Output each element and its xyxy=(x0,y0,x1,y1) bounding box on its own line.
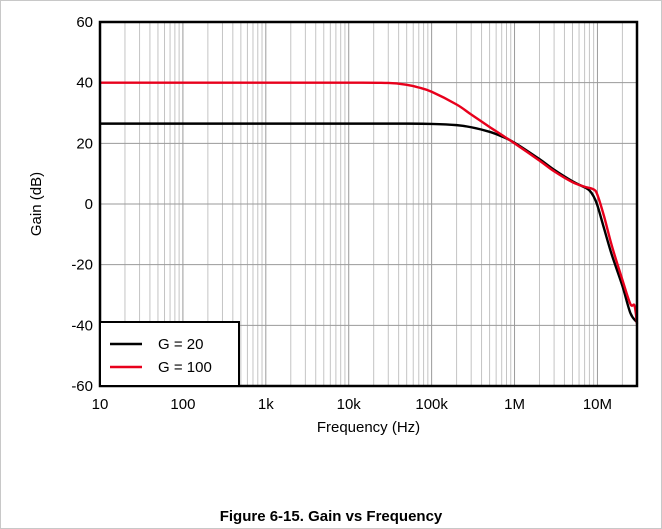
legend-label: G = 100 xyxy=(158,359,212,376)
x-axis-label: Frequency (Hz) xyxy=(317,419,420,436)
x-tick-label: 100k xyxy=(415,396,448,413)
x-tick-label: 10k xyxy=(337,396,362,413)
x-tick-labels: 10 100 1k 10k 100k 1M 10M xyxy=(92,396,612,413)
y-tick-label: 20 xyxy=(76,135,93,152)
y-tick-label: -60 xyxy=(71,378,93,395)
y-tick-label: 0 xyxy=(85,196,93,213)
series-line-g100 xyxy=(100,81,639,324)
y-tick-label: 40 xyxy=(76,75,93,92)
y-tick-label: 60 xyxy=(76,14,93,31)
y-tick-label: -20 xyxy=(71,257,93,274)
series-line-g20 xyxy=(99,122,638,324)
legend-label: G = 20 xyxy=(158,336,203,353)
y-tick-labels: -60 -40 -20 0 20 40 60 xyxy=(71,14,93,395)
plot-border xyxy=(98,20,639,388)
figure-caption: Figure 6-15. Gain vs Frequency xyxy=(219,508,443,525)
y-axis-label: Gain (dB) xyxy=(28,172,45,236)
x-tick-label: 1k xyxy=(258,396,274,413)
x-tick-label: 100 xyxy=(170,396,195,413)
x-tick-label: 10 xyxy=(92,396,109,413)
x-tick-label: 1M xyxy=(504,396,525,413)
x-tick-label: 10M xyxy=(583,396,612,413)
legend: G = 20 G = 100 xyxy=(99,321,240,387)
y-tick-label: -40 xyxy=(71,317,93,334)
series-lines xyxy=(99,81,639,324)
legend-box xyxy=(99,321,240,387)
gain-vs-frequency-chart: 10 100 1k 10k 100k 1M 10M -60 -40 -20 0 20 40 60 Fre… xyxy=(28,14,639,436)
